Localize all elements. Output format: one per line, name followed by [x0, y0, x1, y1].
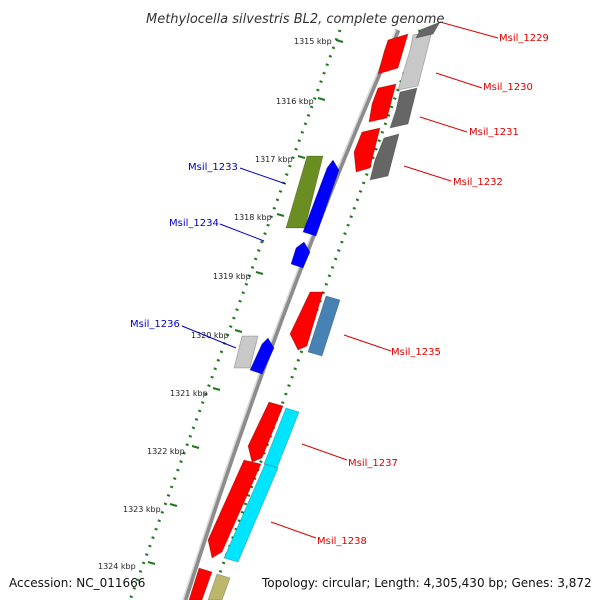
kbp-tick-mark	[297, 155, 306, 159]
kbp-tick-mark	[276, 213, 285, 217]
kbp-tick-label: 1316 kbp	[276, 97, 314, 106]
leader-line	[403, 165, 452, 182]
kbp-tick-mark	[335, 39, 344, 43]
gene-block[interactable]	[389, 87, 418, 129]
leader-line	[181, 325, 237, 349]
gene-block[interactable]	[290, 241, 311, 269]
gene-label[interactable]: Msil_1230	[483, 82, 533, 93]
gene-label[interactable]: Msil_1235	[391, 347, 441, 358]
kbp-tick-mark	[317, 97, 326, 101]
gene-block[interactable]	[368, 83, 397, 123]
gene-label[interactable]: Msil_1237	[348, 458, 398, 469]
gene-label[interactable]: Msil_1229	[499, 33, 549, 44]
kbp-tick-label: 1324 kbp	[98, 562, 136, 571]
kbp-tick-label: 1317 kbp	[255, 155, 293, 164]
gene-block[interactable]	[415, 21, 441, 39]
gene-block[interactable]	[369, 133, 400, 181]
gene-block[interactable]	[207, 573, 231, 600]
gene-block[interactable]	[302, 159, 340, 237]
kbp-tick-label: 1315 kbp	[294, 37, 332, 46]
gene-label[interactable]: Msil_1233	[188, 162, 238, 173]
gene-block[interactable]	[377, 33, 409, 75]
leader-line	[270, 521, 317, 539]
gene-block[interactable]	[233, 335, 259, 369]
accession-text: Accession: NC_011666	[9, 576, 145, 590]
kbp-tick-mark	[147, 561, 156, 565]
kbp-tick-mark	[191, 445, 200, 449]
topology-text: Topology: circular; Length: 4,305,430 bp…	[261, 576, 592, 590]
gene-label[interactable]: Msil_1231	[469, 127, 519, 138]
gene-block[interactable]	[249, 337, 275, 375]
gene-block[interactable]	[247, 401, 284, 463]
leader-line	[435, 72, 483, 89]
kbp-tick-label: 1321 kbp	[170, 389, 208, 398]
gene-label[interactable]: Msil_1236	[130, 319, 180, 330]
gene-label[interactable]: Msil_1238	[317, 536, 367, 547]
kbp-tick-mark	[169, 503, 178, 507]
leader-line	[239, 167, 287, 185]
kbp-tick-label: 1323 kbp	[123, 505, 161, 514]
kbp-tick-mark	[212, 387, 221, 391]
gene-block[interactable]	[188, 567, 213, 600]
gene-block[interactable]	[289, 291, 324, 351]
leader-line	[439, 21, 499, 39]
gene-block[interactable]	[207, 459, 262, 559]
genome-title: Methylocella silvestris BL2, complete ge…	[146, 12, 444, 27]
gene-block[interactable]	[353, 127, 381, 173]
leader-line	[419, 116, 468, 133]
gene-label[interactable]: Msil_1232	[453, 177, 503, 188]
kbp-tick-label: 1319 kbp	[213, 272, 251, 281]
kbp-tick-label: 1322 kbp	[147, 447, 185, 456]
gene-label[interactable]: Msil_1234	[169, 218, 219, 229]
kbp-tick-mark	[255, 271, 264, 275]
gene-block[interactable]	[307, 295, 341, 357]
leader-line	[343, 334, 392, 352]
kbp-scale: 1315 kbp 1316 kbp 1317 kbp 1318 kbp 1319…	[98, 37, 344, 571]
leader-line	[301, 443, 348, 461]
kbp-tick-label: 1318 kbp	[234, 213, 272, 222]
kbp-tick-label: 1320 kbp	[191, 331, 229, 340]
gene-layer	[188, 21, 441, 600]
gene-labels: Msil_1229 Msil_1230 Msil_1231 Msil_1232 …	[130, 21, 549, 547]
leader-line	[219, 223, 265, 242]
gene-block[interactable]	[223, 463, 279, 563]
kbp-tick-mark	[234, 329, 243, 333]
genome-backbone-highlight	[182, 29, 397, 600]
genome-backbone	[182, 28, 401, 600]
